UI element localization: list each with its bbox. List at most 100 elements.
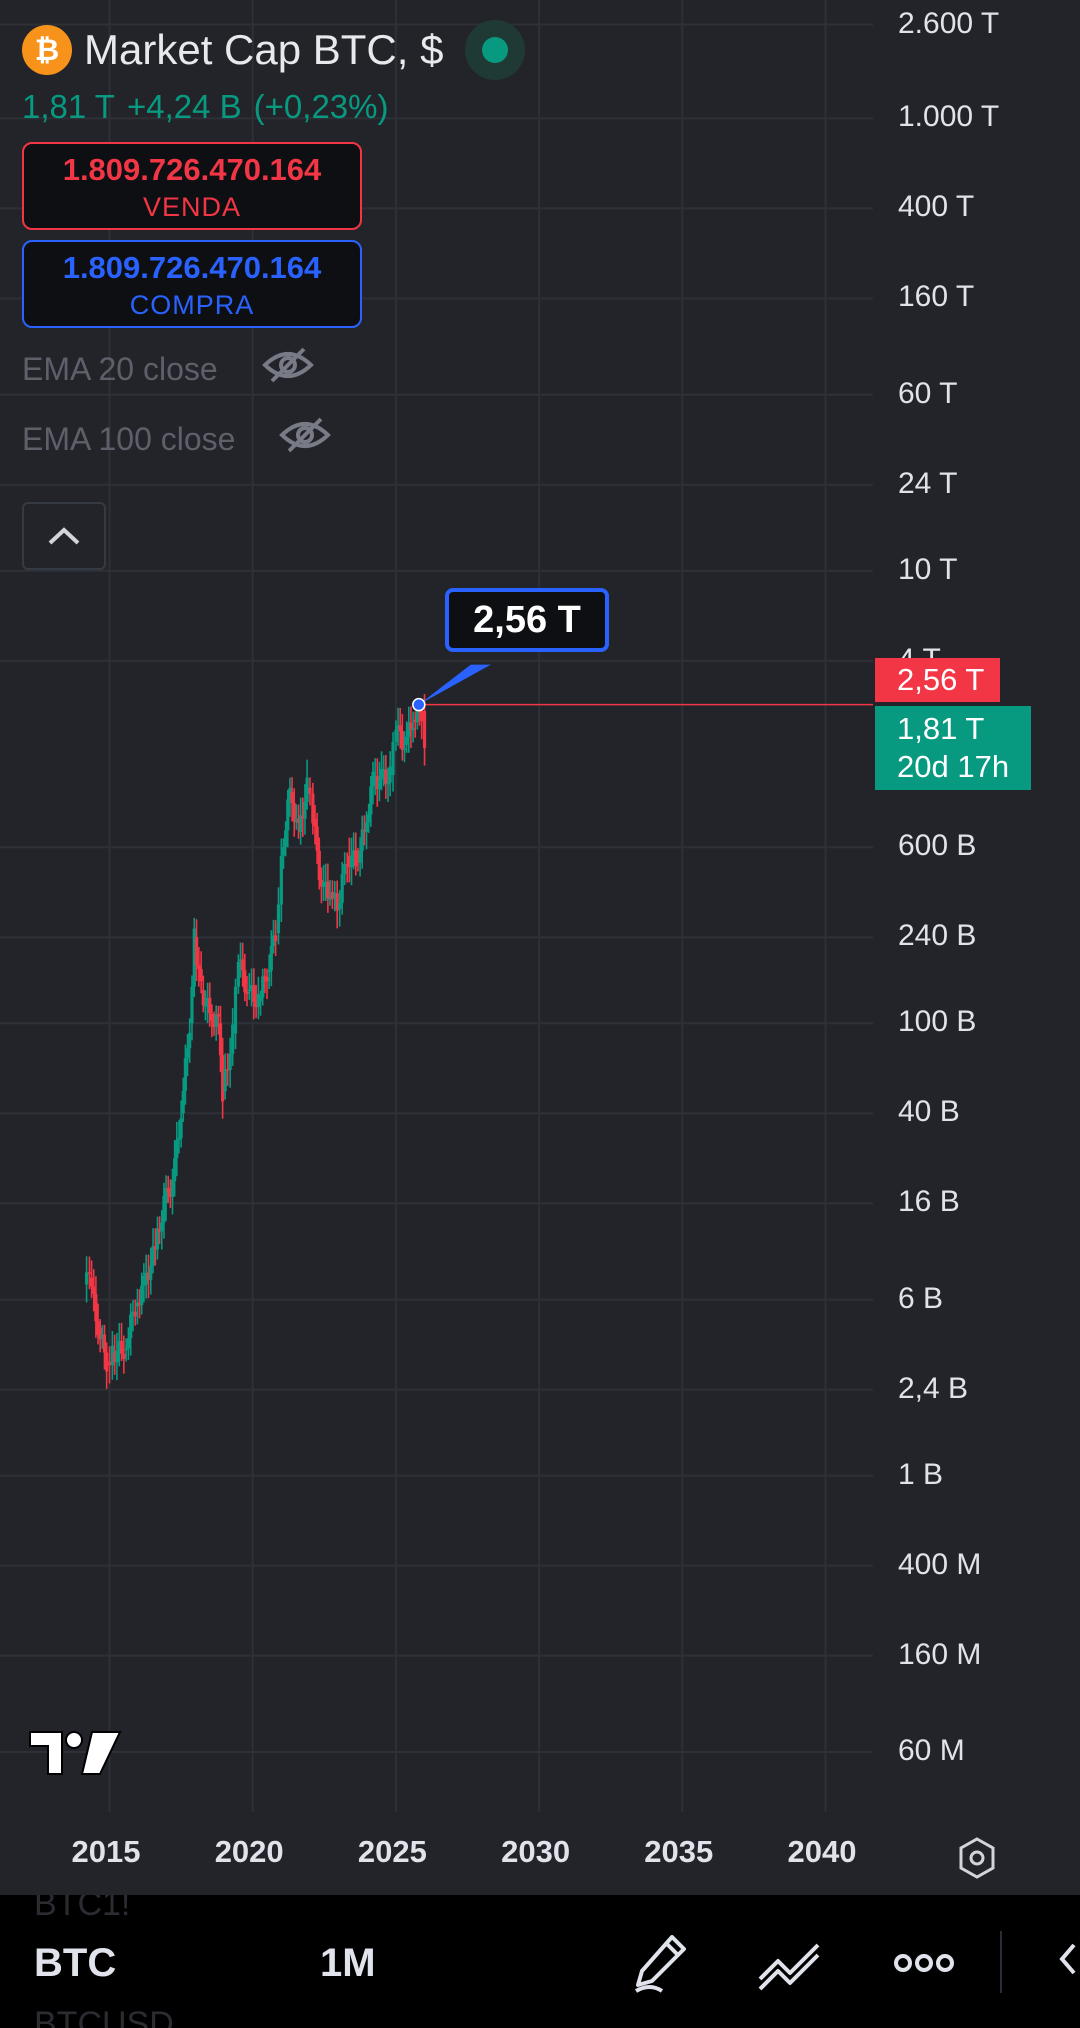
candle-body — [284, 830, 288, 847]
y-tick-label: 6 B — [898, 1281, 944, 1315]
candle-body — [290, 792, 294, 804]
candle-body — [411, 728, 415, 731]
candle-body — [311, 793, 315, 824]
candle-body — [375, 776, 379, 790]
indicator-ema-20[interactable]: EMA 20 close — [22, 334, 525, 404]
candle-body — [142, 1275, 146, 1286]
interval-button[interactable]: 1M — [320, 1941, 376, 1985]
candle-body — [382, 769, 386, 780]
candle-body — [405, 736, 409, 745]
price-chart[interactable] — [0, 0, 1080, 1895]
eye-off-icon[interactable] — [279, 415, 332, 463]
buy-button[interactable]: 1.809.726.470.164 COMPRA — [22, 240, 362, 328]
candle-body — [133, 1311, 137, 1317]
candle-body — [315, 826, 319, 851]
high-callout-label[interactable]: 2,56 T — [445, 588, 609, 652]
market-status-indicator[interactable] — [465, 20, 526, 80]
candle-body — [354, 850, 358, 867]
candle-body — [238, 959, 243, 961]
candle-body — [194, 937, 199, 965]
candle-body — [181, 1090, 185, 1114]
candle-body — [319, 880, 324, 887]
candle-body — [218, 1023, 223, 1056]
buy-price: 1.809.726.470.164 — [62, 250, 322, 285]
last-price: 1,81 T — [22, 88, 115, 125]
candle-body — [377, 779, 382, 790]
candle-body — [168, 1191, 172, 1197]
candle-body — [190, 986, 194, 1024]
candle-body — [252, 985, 256, 1002]
candle-body — [373, 776, 377, 780]
chevron-left-icon[interactable] — [1058, 1939, 1078, 1984]
candle-body — [151, 1246, 155, 1266]
indicator-label: EMA 20 close — [22, 350, 218, 387]
candle-body — [422, 711, 427, 749]
candle-body — [292, 803, 296, 823]
candle-body — [333, 893, 337, 899]
candle-body — [90, 1277, 94, 1287]
candle-body — [137, 1302, 142, 1306]
candle-body — [241, 959, 245, 971]
candle-body — [349, 855, 354, 868]
candle-body — [126, 1338, 131, 1349]
bar-countdown: 20d 17h — [897, 749, 1010, 784]
candle-body — [364, 822, 369, 833]
candle-body — [175, 1140, 179, 1159]
x-tick-label: 2040 — [787, 1834, 857, 1869]
candle-body — [208, 997, 212, 1014]
candle-body — [117, 1340, 121, 1351]
settings-hexagon-icon[interactable] — [955, 1836, 999, 1885]
candle-body — [153, 1246, 157, 1250]
candle-body — [258, 997, 263, 1002]
candle-body — [286, 799, 290, 831]
candle-body — [124, 1348, 128, 1351]
chart-area[interactable]: ₿ Market Cap BTC, $ 1,81 T +4,24 B (+0,23%… — [0, 0, 1080, 1895]
candle-body — [98, 1327, 102, 1340]
candle-body — [324, 881, 328, 884]
candle-body — [379, 768, 384, 780]
tradingview-logo[interactable] — [28, 1728, 124, 1783]
candle-body — [105, 1352, 109, 1372]
candle-body — [321, 882, 326, 888]
candle-body — [340, 874, 344, 903]
ghost-symbol-above: BTC1! — [34, 1895, 131, 1923]
trend-line-tool-icon[interactable] — [756, 1933, 824, 2000]
candle-body — [360, 829, 364, 851]
candle-body — [413, 719, 417, 723]
candle-body — [352, 850, 356, 856]
y-tick-label: 40 B — [898, 1095, 960, 1129]
price-change-line: 1,81 T +4,24 B (+0,23%) — [22, 88, 525, 126]
candle-body — [369, 786, 373, 815]
drawing-pen-icon[interactable] — [632, 1933, 688, 2000]
candle-body — [119, 1340, 124, 1354]
more-options-icon[interactable] — [894, 1949, 954, 1982]
candle-body — [281, 846, 286, 856]
symbol-button[interactable]: BTC — [34, 1941, 117, 1985]
candle-body — [166, 1187, 170, 1192]
candle-body — [420, 710, 424, 722]
candle-body — [212, 1020, 216, 1027]
candle-body — [267, 970, 271, 972]
sell-button[interactable]: 1.809.726.470.164 VENDA — [22, 142, 362, 230]
y-tick-label: 24 T — [898, 466, 958, 500]
y-tick-label: 2,4 B — [898, 1371, 969, 1405]
candle-body — [223, 1069, 227, 1092]
eye-off-icon[interactable] — [261, 345, 314, 393]
candle-body — [210, 1013, 214, 1021]
y-tick-label: 400 M — [898, 1547, 982, 1581]
candle-body — [228, 1053, 232, 1070]
symbol-title[interactable]: Market Cap BTC, $ — [84, 26, 444, 73]
candle-body — [214, 1014, 218, 1027]
candle-body — [335, 893, 339, 911]
candle-body — [243, 970, 247, 993]
candle-body — [402, 748, 407, 750]
candle-body — [288, 787, 292, 800]
collapse-legend-button[interactable] — [22, 502, 106, 570]
y-tick-label: 100 B — [898, 1005, 977, 1039]
candle-body — [179, 1118, 183, 1139]
candle-body — [110, 1345, 114, 1366]
candle-body — [203, 1005, 208, 1007]
candle-body — [205, 997, 210, 1006]
indicator-ema-100[interactable]: EMA 100 close — [22, 404, 525, 474]
candle-body — [164, 1187, 168, 1204]
